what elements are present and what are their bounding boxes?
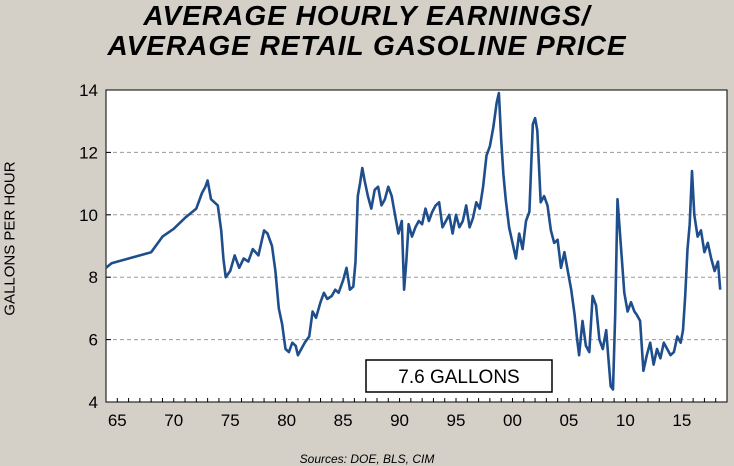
y-axis-ticks: 4 6 8 10 12 14 bbox=[79, 81, 111, 412]
x-tick-label-0: 65 bbox=[108, 411, 127, 430]
y-tick-label-4: 12 bbox=[79, 143, 98, 162]
y-tick-label-2: 8 bbox=[89, 268, 98, 287]
annotation-box bbox=[365, 359, 553, 393]
plot-frame bbox=[105, 89, 728, 403]
chart-title-line-1: AVERAGE HOURLY EARNINGS/ bbox=[143, 0, 591, 31]
x-tick-label-1: 70 bbox=[164, 411, 183, 430]
x-tick-label-9: 10 bbox=[616, 411, 635, 430]
x-tick-label-3: 80 bbox=[277, 411, 296, 430]
series-line bbox=[105, 91, 722, 391]
y-tick-label-0: 4 bbox=[89, 393, 98, 412]
grid-lines bbox=[106, 151, 727, 341]
x-tick-label-7: 00 bbox=[503, 411, 522, 430]
x-tick-label-5: 90 bbox=[390, 411, 409, 430]
x-axis-ticks: 65 70 75 80 85 90 95 00 05 10 15 bbox=[105, 398, 728, 430]
x-tick-label-6: 95 bbox=[447, 411, 466, 430]
y-tick-label-3: 10 bbox=[79, 206, 98, 225]
y-tick-label-5: 14 bbox=[79, 81, 98, 100]
x-tick-label-4: 85 bbox=[334, 411, 353, 430]
source-note: Sources: DOE, BLS, CIM bbox=[299, 452, 435, 466]
y-tick-label-1: 6 bbox=[89, 331, 98, 350]
x-tick-label-8: 05 bbox=[559, 411, 578, 430]
annotation-label: 7.6 GALLONS bbox=[398, 367, 519, 388]
chart-title-line-2: AVERAGE RETAIL GASOLINE PRICE bbox=[107, 30, 627, 61]
x-tick-label-2: 75 bbox=[221, 411, 240, 430]
x-tick-label-10: 15 bbox=[672, 411, 691, 430]
